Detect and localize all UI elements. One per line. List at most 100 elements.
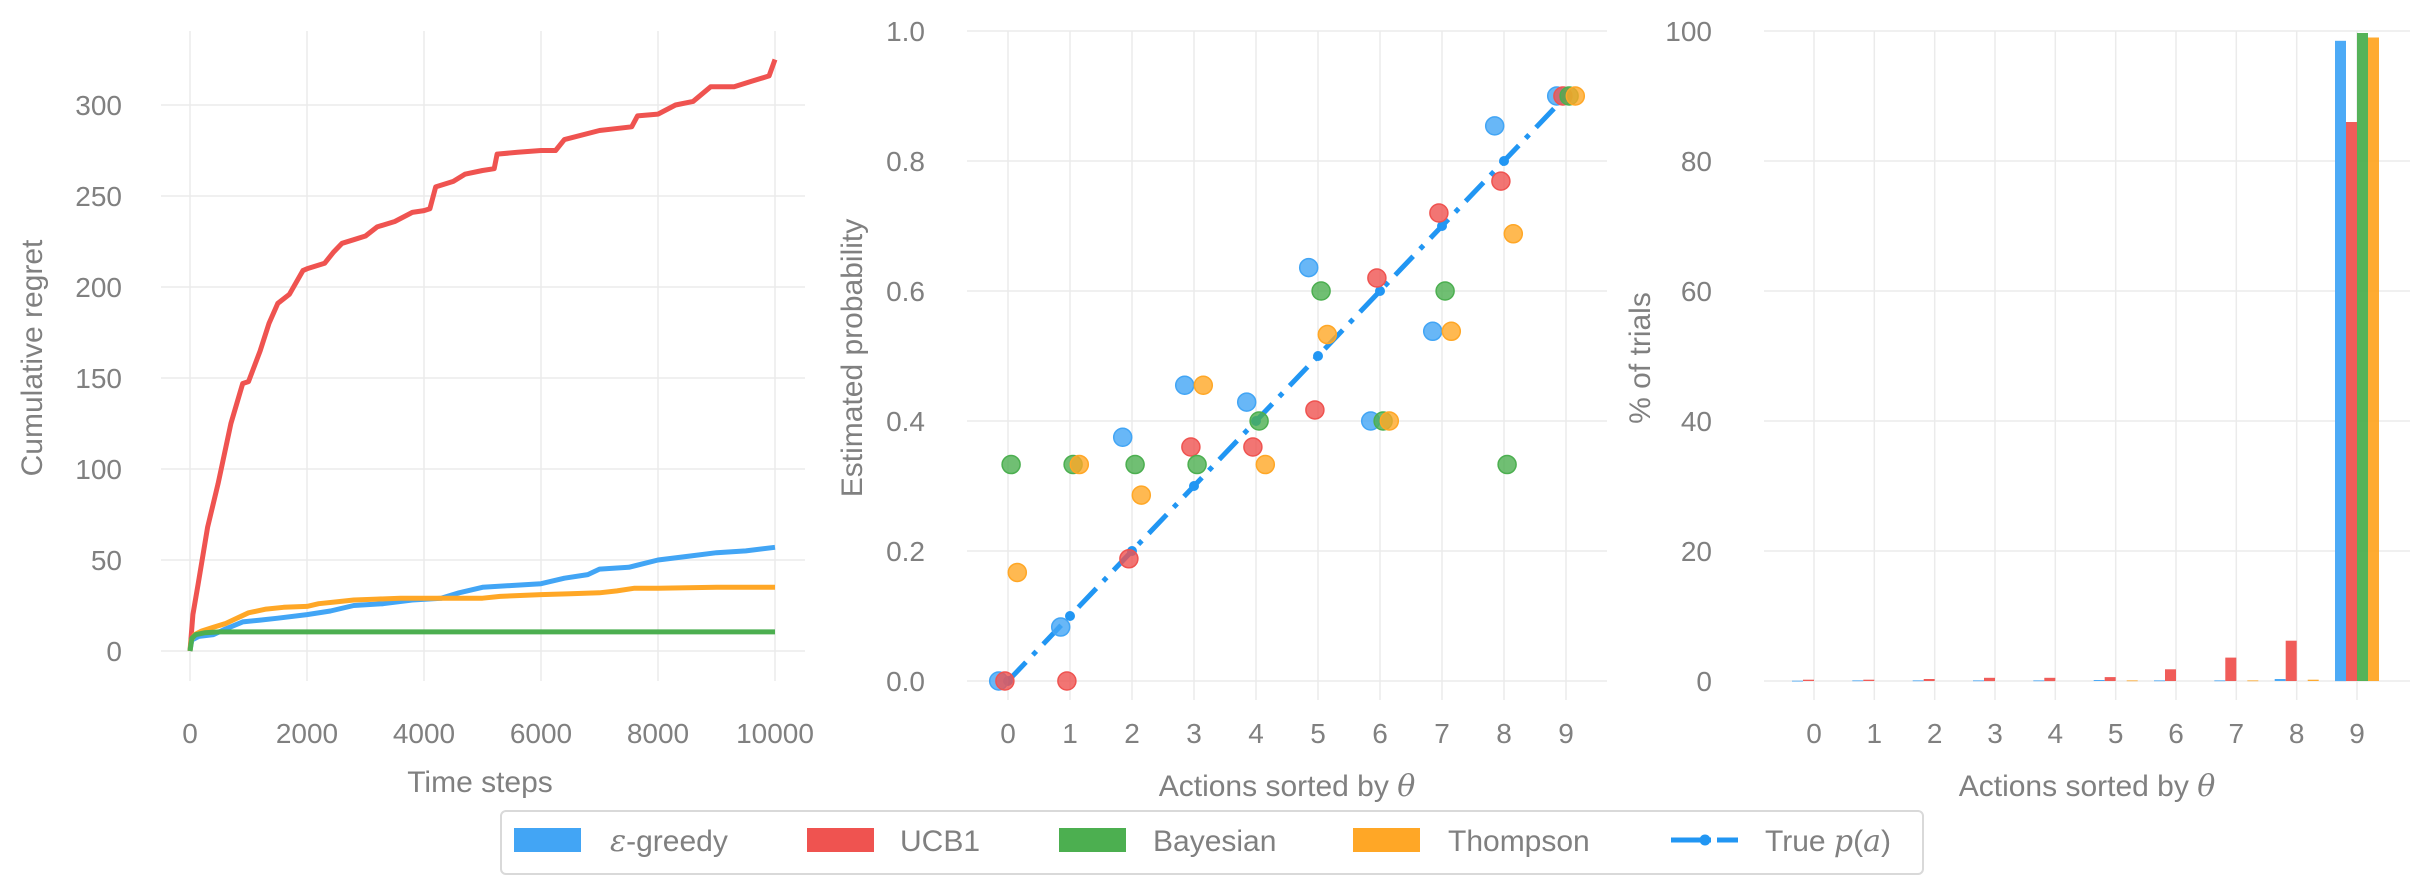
x-tick-label: 4 [1248,718,1264,749]
point-epsilon-greedy [1112,427,1133,447]
legend-swatch-ucb1 [807,828,874,852]
bar-epsilon-greedy [2335,40,2346,682]
point-thompson [1007,562,1028,583]
y-tick-label: 0.8 [886,146,925,177]
point-epsilon-greedy [1484,116,1505,136]
trials-x-ticks: 0 1 2 3 4 5 6 7 8 9 [1806,718,2365,749]
regret-x-label: Time steps [407,766,553,799]
bar-epsilon-greedy [2093,680,2105,681]
bar-epsilon-greedy [1852,680,1864,682]
x-tick-label: 3 [1987,718,2003,749]
legend-label-true-prefix: True [1765,825,1834,858]
point-ucb1 [1367,268,1387,288]
point-epsilon-greedy [1050,617,1071,637]
point-epsilon-greedy [1174,375,1195,395]
x-tick-label: 8000 [627,718,689,749]
bar-ucb1 [1863,679,1875,681]
point-thompson [1441,321,1462,342]
y-tick-label: 150 [75,363,122,394]
y-tick-label: 300 [75,90,122,121]
legend-swatch-thompson [1353,828,1420,852]
x-tick-label: 10000 [736,718,814,749]
true-p-path [1006,94,1568,683]
x-tick-label: 0 [182,718,198,749]
y-tick-label: 40 [1681,406,1712,437]
bar-epsilon-greedy [2274,679,2286,681]
x-tick-label: 4 [2048,718,2064,749]
point-bayesian [1435,281,1455,301]
bar-ucb1 [2225,657,2237,681]
series-line-thompson [187,584,775,652]
series-line-bayesian [187,629,775,652]
point-ucb1 [1429,203,1449,223]
bar-ucb1 [2165,669,2176,681]
legend-label-paren-close: ) [1881,825,1891,858]
bar-thompson [2247,680,2259,682]
legend-swatch-bayesian [1059,828,1126,852]
regret-x-ticks: 0 2000 4000 6000 8000 10000 [182,718,814,749]
point-bayesian [1311,281,1331,301]
bar-bayesian [2357,33,2368,681]
bar-thompson [2126,680,2138,682]
y-tick-label: 200 [75,272,122,303]
bar-ucb1 [1803,679,1814,681]
trials-grid [1764,30,2410,700]
bar-ucb1 [1984,677,1995,682]
point-bayesian [1187,454,1207,475]
bar-epsilon-greedy [1792,680,1803,682]
y-tick-label: 250 [75,181,122,212]
legend-swatch-epsilon-greedy [514,828,581,852]
legend-label-true-p: True p(a) [1765,824,1891,859]
trials-bars [1792,33,2379,682]
epsilon-symbol: ε [610,824,626,859]
estimate-grid [967,30,1607,700]
legend: ε-greedy UCB1 Bayesian Thompson True p(a… [500,810,1924,875]
bar-epsilon-greedy [2033,680,2045,682]
x-tick-label: 9 [2349,718,2365,749]
x-tick-label: 2 [1124,718,1140,749]
point-thompson [1131,485,1152,505]
y-tick-label: 20 [1681,536,1712,567]
y-tick-label: 0 [106,636,122,667]
legend-line-true-p [1671,834,1738,846]
true-p-marker [1189,481,1199,491]
y-tick-label: 1.0 [886,16,925,47]
regret-grid [161,31,805,681]
point-ucb1 [1057,671,1077,691]
point-bayesian [1497,454,1517,475]
point-ucb1 [1305,400,1325,420]
x-tick-label: 6 [2168,718,2184,749]
regret-lines [187,58,778,652]
regret-panel: 0 50 100 150 200 250 300 0 2000 4000 6000 8000 1000… [16,31,814,799]
point-ucb1 [1119,549,1139,569]
y-tick-label: 0 [1696,666,1712,697]
bar-thompson [2307,679,2319,681]
x-tick-label: 4000 [393,718,455,749]
x-tick-label: 5 [2108,718,2124,749]
bar-thompson [2368,37,2379,681]
estimate-y-label: Estimated probability [836,219,869,497]
estimate-points [988,86,1586,691]
bar-ucb1 [2044,677,2056,682]
point-thompson [1317,324,1338,345]
estimate-y-ticks: 0.0 0.2 0.4 0.6 0.8 1.0 [886,16,925,697]
x-tick-label: 2000 [276,718,338,749]
trials-y-label: % of trials [1624,292,1657,424]
theta-symbol: θ [2197,769,2215,804]
point-bayesian [1249,411,1269,431]
estimate-x-ticks: 0 1 2 3 4 5 6 7 8 9 [1000,718,1574,749]
legend-label-ucb1: UCB1 [900,825,980,858]
true-p-marker [1313,351,1323,361]
point-thompson [1255,454,1276,475]
x-tick-label: 2 [1927,718,1943,749]
x-tick-label: 8 [1496,718,1512,749]
point-thompson [1193,375,1214,395]
x-tick-label: 7 [1434,718,1450,749]
point-epsilon-greedy [1298,257,1319,278]
bar-epsilon-greedy [1912,680,1924,682]
x-tick-label: 8 [2289,718,2305,749]
y-tick-label: 60 [1681,276,1712,307]
legend-label-paren-open: ( [1853,825,1863,858]
point-thompson [1565,86,1586,106]
